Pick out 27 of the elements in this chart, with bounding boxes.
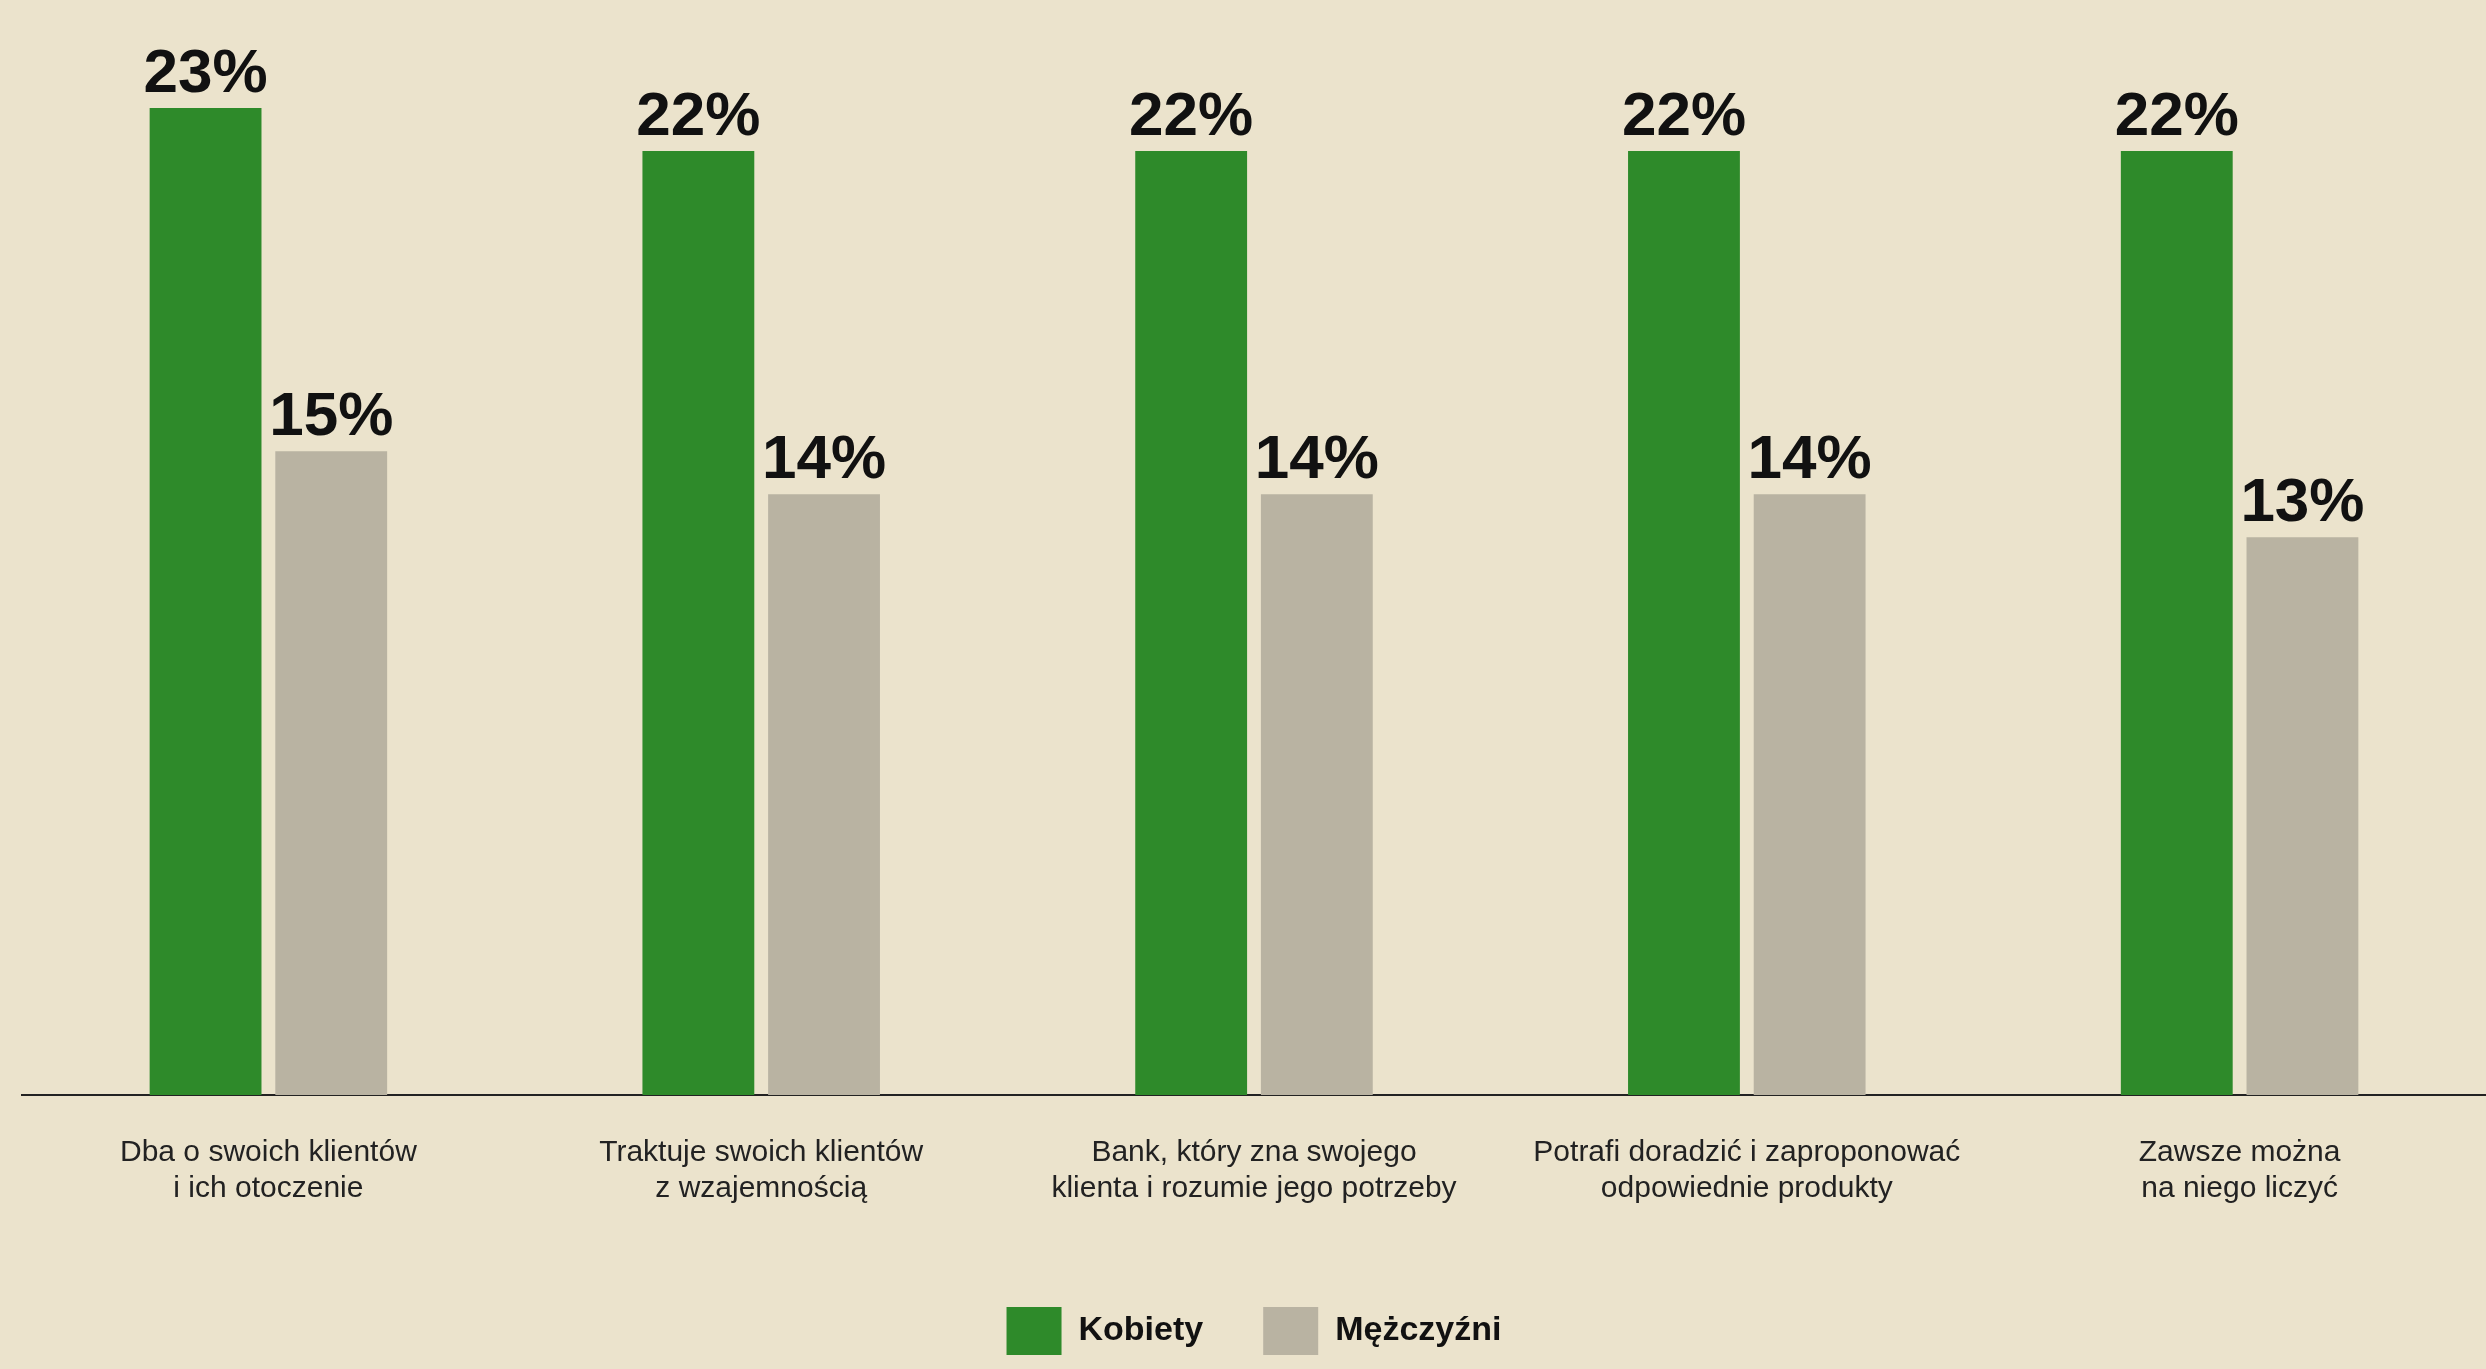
bar (1260, 494, 1373, 1095)
data-label: 13% (2240, 465, 2365, 535)
data-label: 15% (269, 379, 394, 449)
bar (768, 494, 880, 1095)
data-label: 14% (1254, 422, 1379, 492)
bar (275, 451, 388, 1095)
data-label: 14% (761, 422, 887, 492)
x-tick-label: Bank, który zna swojego klienta i rozumie jego potrzeby (1051, 1134, 1457, 1204)
bar (2246, 537, 2359, 1095)
x-tick-label: Dba o swoich klientów i ich otoczenie (119, 1134, 418, 1204)
legend-label: Mężczyźni (1335, 1309, 1502, 1348)
data-label: 22% (1129, 79, 1254, 149)
bar (1628, 150, 1740, 1095)
bar (642, 150, 755, 1095)
bar (2120, 150, 2233, 1095)
bar (1135, 150, 1248, 1095)
x-tick-label: Traktuje swoich klientów z wzajemnością (599, 1134, 924, 1204)
legend-label: Kobiety (1078, 1309, 1204, 1348)
data-label: 22% (2114, 79, 2239, 149)
data-label: 23% (143, 36, 268, 106)
data-label: 14% (1747, 422, 1872, 492)
data-label: 22% (1621, 79, 1747, 149)
x-tick-label: Potrafi doradzić i zaproponować odpowiednie produkty (1533, 1134, 1961, 1204)
data-label: 22% (636, 79, 761, 149)
bar (1753, 494, 1866, 1095)
bar (149, 108, 262, 1095)
x-tick-label: Zawsze można na niego liczyć (2138, 1134, 2341, 1204)
